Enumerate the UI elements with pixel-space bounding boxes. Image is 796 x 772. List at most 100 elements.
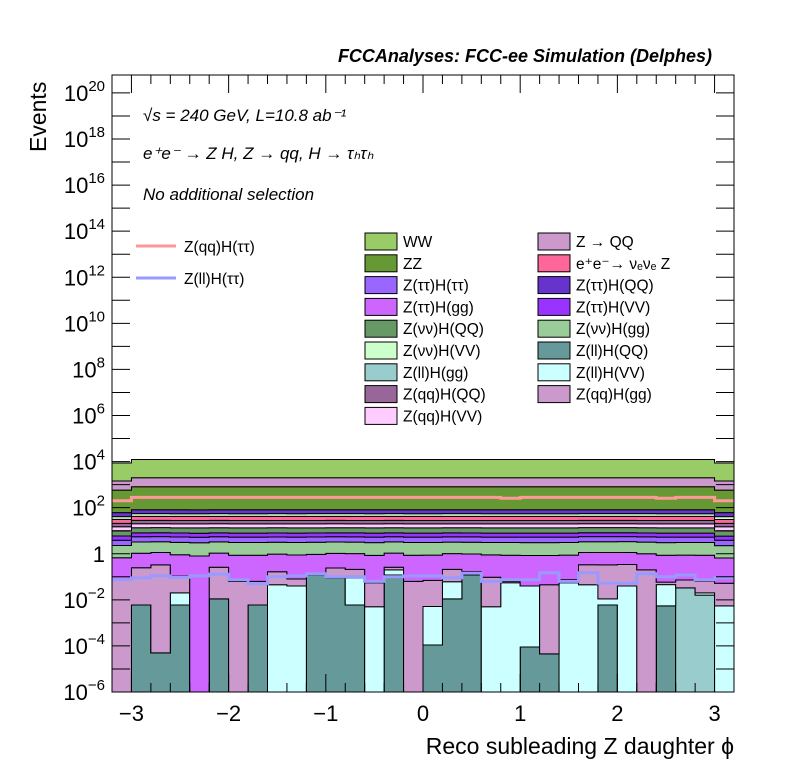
- legend-swatch-qqHQQ: [364, 385, 398, 404]
- annotation-energy-luminosity: √s = 240 GeV, L=10.8 ab⁻¹: [143, 106, 347, 125]
- y-tick-base: 10: [64, 81, 88, 106]
- legend-label-ZQQ: Z → QQ: [576, 234, 634, 251]
- y-tick-base: 10: [72, 357, 96, 382]
- legend-swatch-eevvZ: [537, 254, 571, 273]
- legend-label-llHVV: Z(ll)H(VV): [576, 365, 645, 382]
- legend-swatch-ttHtt: [364, 276, 398, 295]
- x-tick-label: 1: [514, 701, 526, 726]
- y-tick-label: 106: [72, 401, 105, 429]
- legend-swatch-vvHVV: [364, 341, 398, 360]
- x-tick-label: −3: [119, 701, 144, 726]
- legend-label-qqHVV: Z(qq)H(VV): [403, 408, 482, 425]
- legend-swatch-ttHVV: [537, 297, 571, 316]
- annotation-process: e⁺e⁻ → Z H, Z → qq, H → τₕτₕ: [143, 144, 374, 163]
- y-tick-exponent: 8: [97, 354, 105, 371]
- y-tick-base: 10: [72, 404, 96, 429]
- axis-ticks: [111, 75, 735, 693]
- legend-swatch-ttHQQ: [537, 276, 571, 295]
- legend-swatch-vvHQQ: [364, 319, 398, 338]
- y-tick-exponent: −2: [88, 585, 105, 602]
- y-tick-label: 104: [72, 447, 105, 475]
- y-tick-exponent: 18: [88, 124, 105, 141]
- y-tick-labels: 10−610−410−21102104106108101010121014101…: [63, 78, 105, 705]
- y-tick-label: 1010: [64, 308, 105, 336]
- legend-label-ttHQQ: Z(ττ)H(QQ): [576, 278, 654, 295]
- y-tick-label: 10−6: [63, 677, 105, 705]
- legend-label-eevvZ: e⁺e⁻→ νₑνₑ Z: [576, 256, 670, 273]
- y-tick-exponent: 12: [88, 262, 105, 279]
- y-tick-label: 1018: [64, 124, 105, 152]
- legend-label-ttHgg: Z(ττ)H(gg): [403, 299, 474, 316]
- y-tick-exponent: 14: [88, 216, 105, 233]
- x-axis-title: Reco subleading Z daughter ϕ: [426, 733, 734, 759]
- signal-line-0: [112, 495, 734, 503]
- legend-label-ZZ: ZZ: [403, 256, 422, 273]
- signal-lines: [112, 495, 734, 586]
- legend-label-ttHVV: Z(ττ)H(VV): [576, 299, 650, 316]
- legend-label-qqHgg: Z(qq)H(gg): [576, 387, 652, 404]
- legend-swatch-qqHgg: [537, 385, 571, 404]
- legend-label-vvHgg: Z(νν)H(gg): [576, 321, 650, 338]
- legend-swatch-qqHVV: [364, 406, 398, 425]
- y-tick-base: 10: [63, 588, 87, 613]
- x-tick-label: −1: [313, 701, 338, 726]
- x-tick-label: 3: [708, 701, 720, 726]
- legend-line-label: Z(ll)H(ττ): [184, 271, 244, 288]
- legend-label-vvHQQ: Z(νν)H(QQ): [403, 321, 484, 338]
- legend-swatch-llHgg: [364, 363, 398, 382]
- legend-swatch-ttHgg: [364, 297, 398, 316]
- y-tick-base: 10: [63, 634, 87, 659]
- y-tick-label: 1014: [64, 216, 105, 244]
- x-tick-label: −2: [216, 701, 241, 726]
- y-tick-base: 10: [72, 450, 96, 475]
- y-tick-base: 10: [64, 127, 88, 152]
- y-tick-base: 10: [72, 496, 96, 521]
- legend-label-llHQQ: Z(ll)H(QQ): [576, 343, 648, 360]
- legend-swatch-ZQQ: [537, 232, 571, 251]
- y-tick-exponent: −6: [88, 677, 105, 694]
- legend-label-WW: WW: [403, 234, 433, 251]
- stack-layer-ZZ: [111, 486, 735, 514]
- legend-label-ttHtt: Z(ττ)H(ττ): [403, 278, 469, 295]
- y-tick-base: 10: [64, 219, 88, 244]
- y-tick-base: 10: [64, 265, 88, 290]
- legend-swatch-WW: [364, 232, 398, 251]
- y-tick-exponent: 20: [88, 78, 105, 95]
- legend-swatch-vvHgg: [537, 319, 571, 338]
- x-tick-label: 0: [417, 701, 429, 726]
- y-tick-base: 10: [64, 173, 88, 198]
- y-tick-exponent: −4: [88, 631, 105, 648]
- signal-line-1: [112, 571, 734, 586]
- y-tick-exponent: 16: [88, 170, 105, 187]
- y-tick-label: 102: [72, 493, 105, 521]
- annotation-selection: No additional selection: [143, 185, 314, 204]
- y-tick-label: 1016: [64, 170, 105, 198]
- legend-line-label: Z(qq)H(ττ): [184, 239, 255, 256]
- y-tick-exponent: 6: [97, 401, 105, 418]
- legend-label-qqHQQ: Z(qq)H(QQ): [403, 387, 486, 404]
- y-tick-label: 1012: [64, 262, 105, 290]
- legend-swatch-llHQQ: [537, 341, 571, 360]
- legend: Z(qq)H(ττ) Z(ll)H(ττ) WW Z → QQ ZZ e⁺e⁻→ νₑνₑ…: [136, 232, 670, 425]
- y-tick-label: 10−2: [63, 585, 105, 613]
- y-tick-exponent: 2: [97, 493, 105, 510]
- y-tick-base: 10: [63, 680, 87, 705]
- y-tick-exponent: 10: [88, 308, 105, 325]
- y-tick-label: 1: [93, 542, 105, 567]
- x-tick-labels: −3 −2 −1 0 1 2 3: [119, 701, 721, 726]
- legend-label-vvHVV: Z(νν)H(VV): [403, 343, 481, 360]
- legend-swatch-ZZ: [364, 254, 398, 273]
- y-axis-title: Events: [25, 82, 51, 152]
- y-tick-exponent: 4: [97, 447, 105, 464]
- chart-title: FCCAnalyses: FCC-ee Simulation (Delphes): [338, 46, 712, 66]
- stacked-histograms: [111, 459, 735, 693]
- y-tick-label: 10−4: [63, 631, 105, 659]
- y-tick-label: 108: [72, 354, 105, 382]
- x-tick-label: 2: [611, 701, 623, 726]
- y-tick-base: 1: [93, 542, 105, 567]
- y-tick-label: 1020: [64, 78, 105, 106]
- stack-layer-WW: [111, 459, 735, 482]
- y-tick-base: 10: [64, 311, 88, 336]
- legend-swatch-llHVV: [537, 363, 571, 382]
